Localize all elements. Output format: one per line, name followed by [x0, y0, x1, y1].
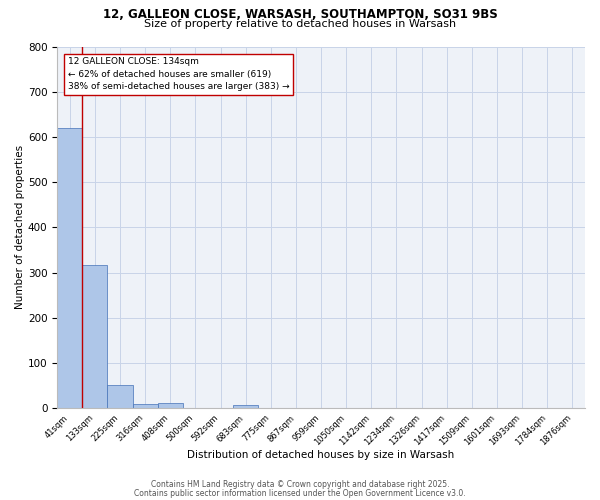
Text: 12 GALLEON CLOSE: 134sqm
← 62% of detached houses are smaller (619)
38% of semi-: 12 GALLEON CLOSE: 134sqm ← 62% of detach…	[68, 58, 289, 92]
Bar	[233, 405, 258, 408]
Bar	[133, 404, 158, 408]
Text: Size of property relative to detached houses in Warsash: Size of property relative to detached ho…	[144, 19, 456, 29]
Bar	[158, 403, 183, 408]
Bar	[82, 266, 107, 408]
Bar	[107, 384, 133, 408]
Bar	[57, 128, 82, 408]
Text: Contains public sector information licensed under the Open Government Licence v3: Contains public sector information licen…	[134, 488, 466, 498]
Text: Contains HM Land Registry data © Crown copyright and database right 2025.: Contains HM Land Registry data © Crown c…	[151, 480, 449, 489]
Y-axis label: Number of detached properties: Number of detached properties	[15, 146, 25, 310]
X-axis label: Distribution of detached houses by size in Warsash: Distribution of detached houses by size …	[187, 450, 455, 460]
Text: 12, GALLEON CLOSE, WARSASH, SOUTHAMPTON, SO31 9BS: 12, GALLEON CLOSE, WARSASH, SOUTHAMPTON,…	[103, 8, 497, 20]
